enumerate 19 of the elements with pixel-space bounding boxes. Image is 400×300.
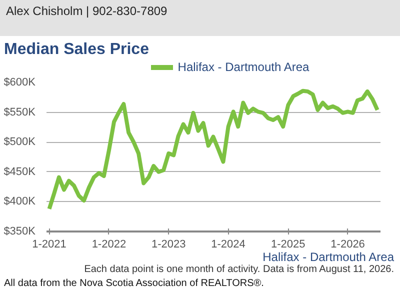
x-tick-label: 1-2024 [211, 238, 246, 250]
text: Alex Chisholm | 902-830-7809 [6, 4, 168, 18]
y-tick-label: $450K [4, 166, 36, 178]
y-tick-label: $500K [4, 136, 36, 148]
legend-label: Halifax - Dartmouth Area [176, 60, 310, 74]
y-tick-label: $600K [4, 76, 36, 88]
y-tick-label: $350K [4, 226, 36, 238]
y-tick-label: $550K [4, 106, 36, 118]
x-tick-label: 1-2022 [92, 238, 126, 250]
x-tick-label: 1-2023 [152, 238, 186, 250]
text: All data from the Nova Scotia Association of REALTORS®. [4, 278, 264, 290]
x-tick-label: 1-2021 [32, 238, 66, 250]
x-tick-label: 1-2026 [330, 238, 365, 250]
y-tick-label: $400K [4, 196, 36, 208]
x-tick-label: 1-2025 [271, 238, 306, 250]
line-series [47, 88, 380, 211]
chart-title: Median Sales Price [4, 40, 149, 60]
text: Each data point is one month of activity. Data is from August 11, 2026. [84, 264, 394, 276]
text: Halifax - Dartmouth Area [262, 250, 394, 264]
